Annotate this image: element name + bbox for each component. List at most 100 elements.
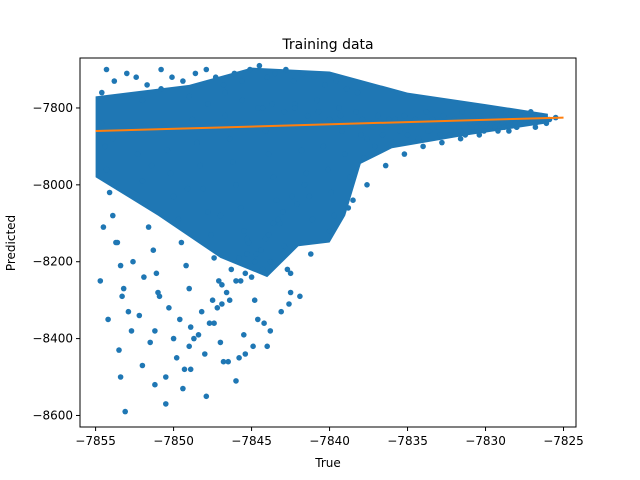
fit-line-group — [95, 116, 564, 133]
scatter-point — [440, 112, 447, 119]
scatter-point — [128, 328, 135, 334]
scatter-point — [265, 151, 272, 157]
scatter-point — [262, 128, 269, 134]
scatter-point — [358, 132, 364, 138]
scatter-point — [110, 212, 116, 219]
fit-line — [95, 116, 564, 133]
scatter-point — [186, 93, 192, 100]
scatter-point — [284, 266, 291, 273]
scatter-point — [219, 301, 225, 307]
scatter-point — [425, 128, 431, 134]
scatter-point — [492, 124, 498, 130]
scatter-point — [287, 289, 294, 296]
scatter-point — [331, 212, 338, 219]
scatter-point — [167, 170, 174, 177]
scatter-point — [183, 262, 189, 269]
scatter-point — [153, 270, 160, 277]
scatter-point — [301, 182, 308, 188]
scatter-point — [353, 109, 359, 115]
scatter-point — [133, 74, 139, 80]
scatter-point — [532, 124, 539, 130]
scatter-point — [111, 78, 118, 84]
scatter-point — [354, 89, 361, 96]
scatter-point — [364, 182, 370, 188]
scatter-point — [528, 109, 534, 115]
scatter-point — [375, 112, 381, 119]
scatter-point — [258, 247, 264, 253]
scatter-point — [220, 82, 227, 88]
scatter-point — [361, 155, 367, 161]
scatter-point — [415, 135, 422, 142]
scatter-point — [163, 374, 169, 380]
scatter-point — [208, 232, 214, 238]
scatter-point — [503, 109, 509, 115]
scatter-point — [315, 109, 322, 115]
scatter-point — [148, 162, 155, 169]
scatter-point — [200, 185, 206, 192]
scatter-point — [304, 112, 311, 119]
scatter-point — [103, 66, 110, 73]
scatter-point — [205, 101, 211, 107]
scatter-point — [187, 366, 194, 373]
scatter-point — [203, 66, 210, 73]
scatter-point — [273, 197, 280, 203]
scatter-point — [420, 143, 426, 150]
scatter-point — [211, 320, 217, 327]
scatter-point — [435, 124, 442, 130]
scatter-point — [198, 308, 205, 315]
scatter-point — [225, 358, 231, 365]
scatter-point — [272, 70, 278, 77]
scatter-point — [217, 339, 224, 346]
scatter-point — [119, 293, 125, 300]
scatter-point — [270, 220, 277, 227]
scatter-point — [203, 393, 210, 400]
scatter-point — [239, 97, 245, 104]
scatter-point — [325, 166, 331, 173]
scatter-point — [423, 109, 430, 115]
scatter-point — [102, 143, 108, 150]
scatter-point — [158, 66, 164, 73]
scatter-point — [339, 128, 345, 134]
scatter-point — [175, 216, 182, 223]
scatter-point — [169, 74, 175, 80]
x-tick-label: −7840 — [309, 434, 350, 448]
scatter-point — [242, 351, 249, 357]
scatter-point — [100, 224, 107, 230]
scatter-point — [300, 70, 306, 77]
scatter-point — [197, 162, 203, 169]
scatter-point — [513, 124, 520, 130]
scatter-point — [144, 82, 150, 88]
scatter-point — [173, 355, 180, 361]
scatter-point — [403, 124, 409, 130]
scatter-point — [216, 278, 222, 284]
scatter-point — [134, 151, 141, 157]
scatter-point — [158, 86, 164, 92]
x-axis-title: True — [314, 456, 341, 470]
scatter-point — [241, 332, 247, 338]
scatter-point — [189, 116, 196, 123]
scatter-point — [103, 166, 110, 173]
scatter-point — [267, 328, 274, 334]
y-tick-label: −8200 — [32, 255, 73, 269]
scatter-point — [289, 193, 295, 200]
scatter-point — [237, 278, 244, 284]
scatter-point — [286, 301, 292, 307]
scatter-point — [439, 139, 445, 146]
scatter-point — [506, 128, 512, 134]
scatter-point — [250, 343, 256, 350]
x-tick-label: −7830 — [465, 434, 506, 448]
scatter-point — [401, 112, 408, 119]
scatter-point — [206, 320, 213, 327]
y-axis-title: Predicted — [4, 215, 18, 271]
scatter-point — [228, 266, 235, 273]
scatter-point — [110, 135, 116, 142]
scatter-point — [164, 147, 171, 154]
scatter-point — [311, 74, 317, 80]
scatter-point — [259, 266, 266, 273]
scatter-point — [194, 139, 200, 146]
x-tick-label: −7825 — [543, 434, 584, 448]
scatter-point — [269, 101, 275, 107]
scatter-point — [136, 312, 143, 319]
scatter-point — [106, 189, 113, 196]
scatter-point — [202, 351, 208, 357]
